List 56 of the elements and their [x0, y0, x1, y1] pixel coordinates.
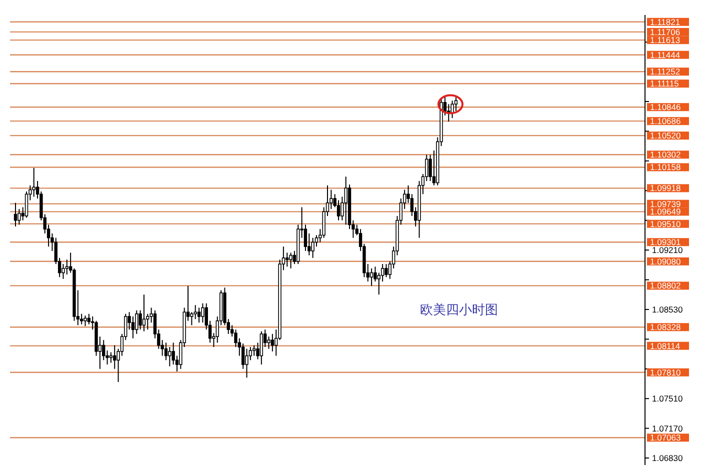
ref-line-label: 1.09301 [650, 237, 681, 248]
ref-line-label: 1.11444 [650, 50, 680, 60]
candlestick [65, 259, 68, 276]
candlestick [267, 336, 270, 350]
annotation: 欧美四小时图 [420, 302, 498, 317]
ref-line-label: 1.09739 [650, 198, 681, 209]
candlestick [135, 310, 138, 334]
ref-line-label: 1.07063 [650, 432, 681, 443]
candlestick [168, 346, 172, 367]
ref-line-label: 1.10302 [650, 150, 681, 160]
candlestick [252, 344, 256, 356]
candlestick [370, 268, 374, 286]
ref-line-label: 1.07810 [650, 367, 681, 378]
candlestick [260, 330, 264, 366]
candlestick [248, 346, 252, 361]
candlestick [245, 348, 248, 378]
candlestick [194, 304, 197, 320]
candlestick [344, 176, 348, 226]
ref-line-label: 1.10520 [650, 130, 681, 141]
ref-line-label: 1.08114 [650, 340, 680, 351]
ref-line-label: 1.09918 [650, 183, 681, 194]
candlestick [428, 154, 432, 182]
candlestick [131, 316, 135, 339]
y-tick-label: 1.09210 [652, 245, 683, 256]
ref-line-label: 1.11613 [650, 35, 680, 46]
ref-line-label: 1.10846 [650, 102, 681, 112]
ref-line-label: 1.11252 [650, 66, 680, 77]
ref-line-label: 1.08328 [650, 322, 681, 332]
candlestick [113, 344, 116, 370]
y-tick-label: 1.08530 [652, 304, 683, 314]
candlestick [384, 264, 388, 278]
candlestick [201, 302, 204, 324]
ref-line-label: 1.11706 [650, 26, 680, 37]
ref-line-label: 1.11821 [650, 16, 680, 27]
ref-line-label: 1.10158 [650, 162, 681, 172]
ref-line-label: 1.11115 [650, 78, 680, 89]
ref-line-label: 1.09080 [650, 256, 681, 266]
ref-line-label: 1.08802 [650, 280, 681, 291]
ref-line-label: 1.09510 [650, 218, 681, 229]
candlestick [32, 167, 36, 198]
candlestick [286, 252, 289, 268]
candlestick [142, 294, 146, 332]
y-tick-label: 1.07510 [652, 394, 683, 404]
candlestick [450, 100, 454, 119]
candlestick [109, 352, 113, 364]
candlestick [84, 315, 87, 327]
ref-line-label: 1.10686 [650, 116, 681, 126]
candlestick [197, 307, 201, 324]
y-tick-label: 1.06830 [652, 453, 683, 464]
y-tick-label: 1.07170 [652, 423, 683, 434]
candlestick [62, 264, 65, 280]
candlestick [14, 202, 18, 227]
ref-line-label: 1.09649 [650, 206, 681, 217]
candlestick [289, 252, 292, 269]
candlestick [311, 237, 314, 258]
candlestick [270, 333, 274, 352]
